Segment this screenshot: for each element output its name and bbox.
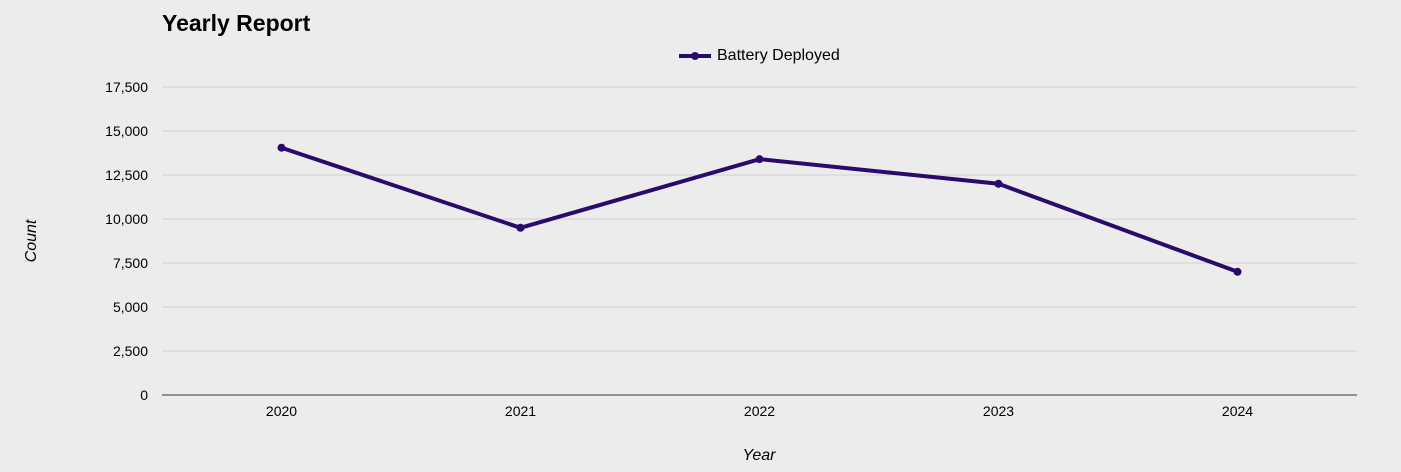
chart-title: Yearly Report (162, 10, 311, 36)
y-tick-label: 10,000 (105, 211, 148, 227)
data-point[interactable] (516, 223, 525, 232)
legend-line-marker-icon (679, 52, 711, 60)
x-tick-label: 2020 (266, 403, 297, 419)
y-tick-label: 17,500 (105, 79, 148, 95)
x-tick-label: 2024 (1222, 403, 1253, 419)
data-point[interactable] (1233, 267, 1242, 276)
series-line (279, 145, 1240, 274)
data-point[interactable] (755, 155, 764, 164)
y-tick-label: 5,000 (113, 299, 148, 315)
x-tick-label: 2023 (983, 403, 1014, 419)
axes: 0 2,500 5,000 7,500 10,000 12,500 15,000 17,500… (105, 79, 1357, 419)
y-axis-title: Count (23, 219, 40, 262)
y-tick-label: 2,500 (113, 343, 148, 359)
y-tick-label: 7,500 (113, 255, 148, 271)
data-point[interactable] (277, 143, 286, 152)
y-tick-label: 15,000 (105, 123, 148, 139)
y-tick-label: 0 (140, 387, 148, 403)
x-tick-label: 2021 (505, 403, 536, 419)
y-tick-label: 12,500 (105, 167, 148, 183)
series-layer (277, 143, 1242, 276)
legend[interactable]: Battery Deployed (679, 46, 840, 66)
data-point[interactable] (994, 179, 1003, 188)
x-tick-label: 2022 (744, 403, 775, 419)
legend-label: Battery Deployed (717, 47, 840, 64)
gridlines (162, 86, 1357, 352)
x-axis-title: Year (743, 447, 777, 464)
